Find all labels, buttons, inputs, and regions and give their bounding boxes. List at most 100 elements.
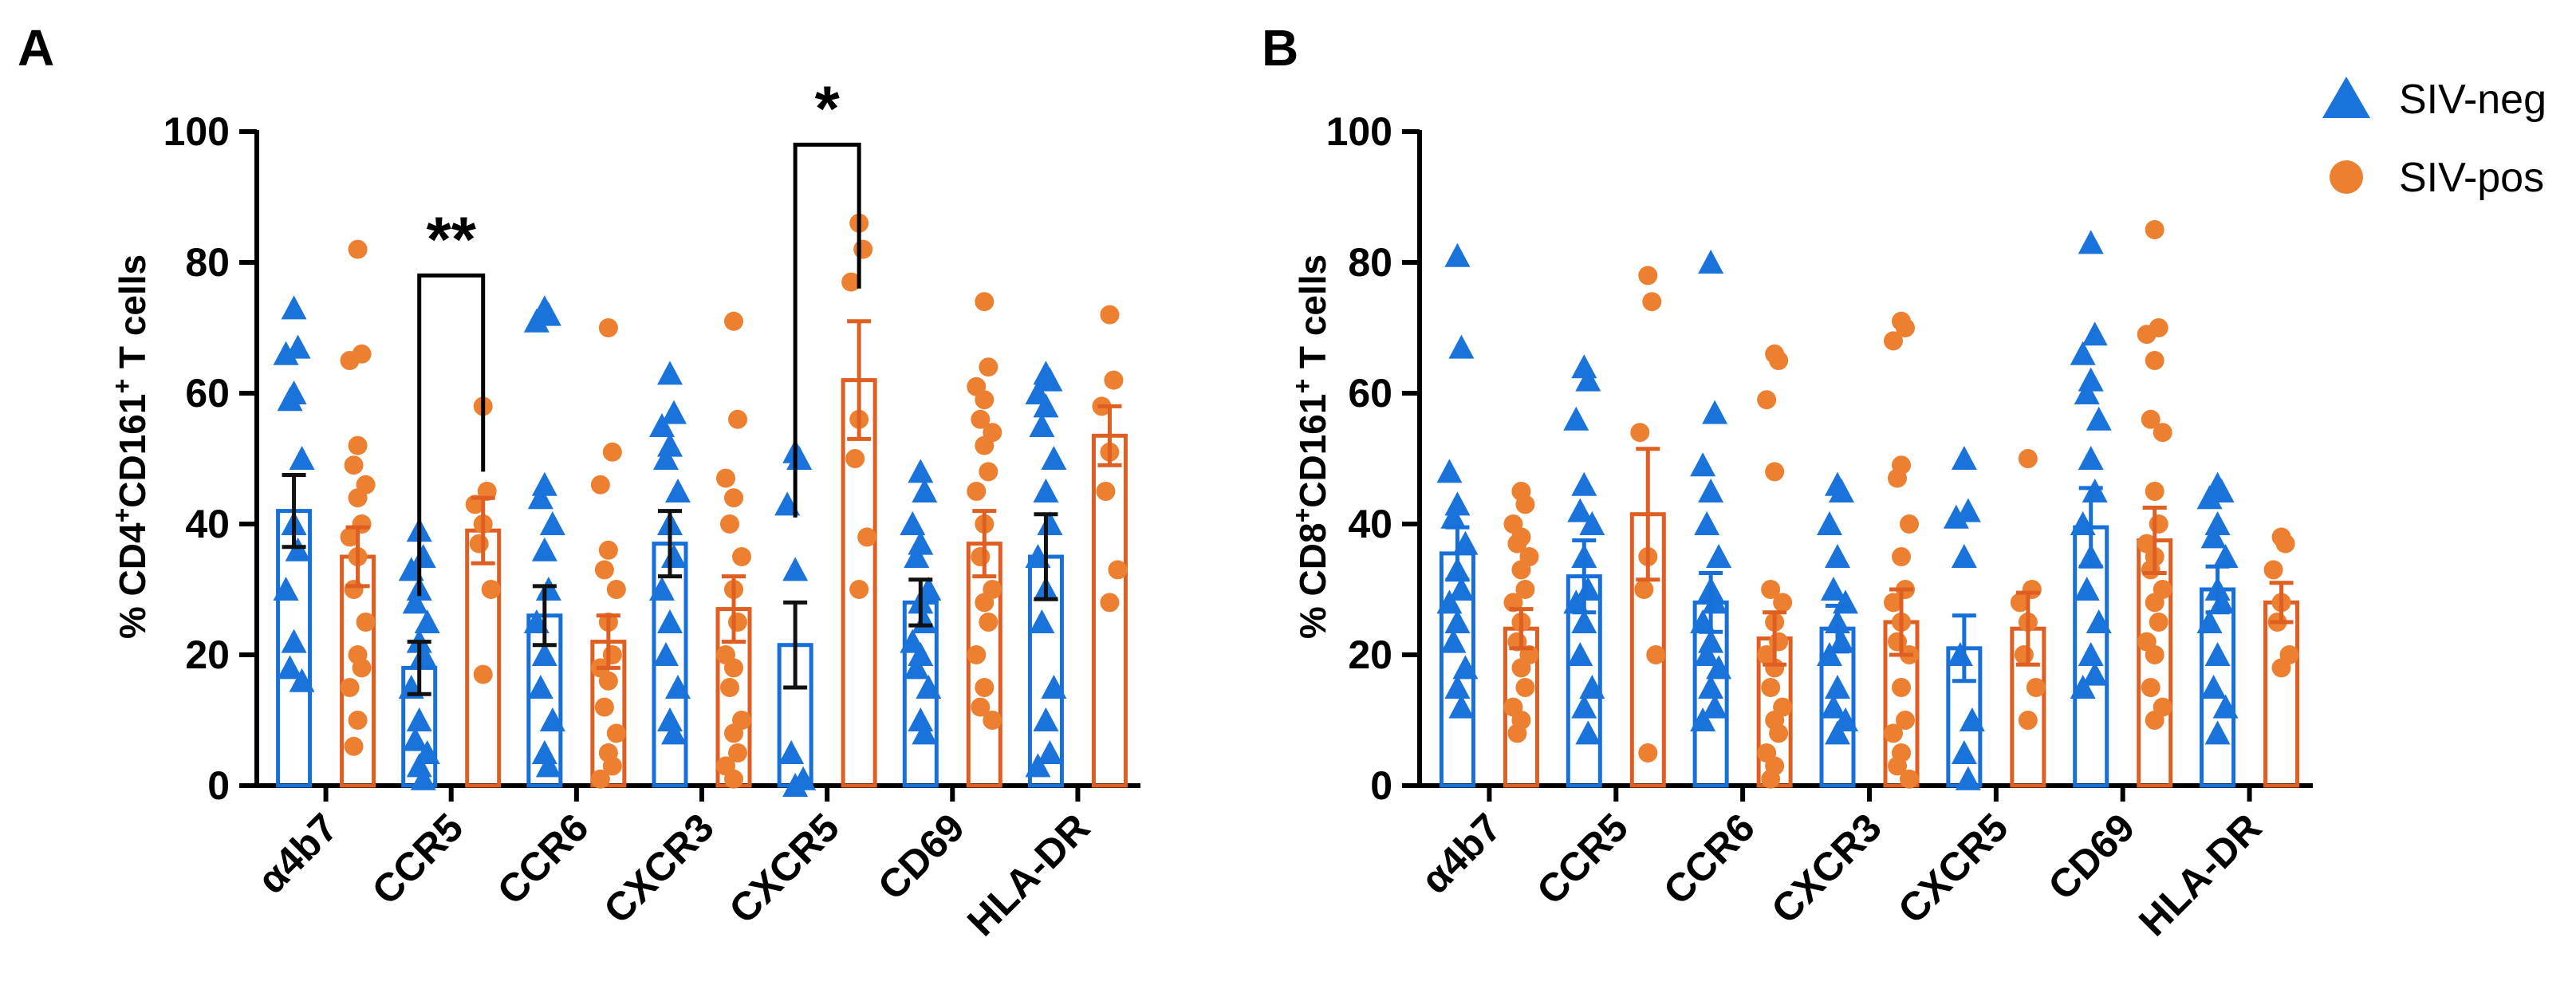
data-point-triangle xyxy=(1579,511,1605,535)
data-point-triangle xyxy=(2212,544,2239,568)
data-point-circle xyxy=(983,711,1002,730)
data-point-circle xyxy=(348,711,368,730)
data-point-circle xyxy=(2141,560,2160,580)
data-point-triangle xyxy=(1567,498,1593,522)
data-point-triangle xyxy=(653,642,679,666)
data-point-triangle xyxy=(531,642,557,666)
data-point-circle xyxy=(975,678,995,697)
data-point-circle xyxy=(1100,593,1120,613)
data-point-triangle xyxy=(2078,230,2104,254)
data-point-triangle xyxy=(1029,413,1055,437)
data-point-circle xyxy=(841,272,861,292)
data-point-triangle xyxy=(2082,479,2108,502)
data-point-triangle xyxy=(1571,694,1597,719)
data-point-triangle xyxy=(2086,406,2112,431)
x-category-label: HLA-DR xyxy=(959,805,1098,944)
data-point-triangle xyxy=(1825,675,1850,699)
data-point-circle xyxy=(1638,743,1658,762)
y-tick-label: 0 xyxy=(207,763,230,808)
data-point-circle xyxy=(1104,370,1124,390)
data-point-circle xyxy=(1884,331,1903,351)
data-point-circle xyxy=(1761,769,1781,789)
data-point-triangle xyxy=(1702,694,1728,719)
bar-pos xyxy=(465,528,502,788)
data-point-circle xyxy=(1892,678,1911,697)
data-point-circle xyxy=(2263,560,2283,580)
data-point-triangle xyxy=(402,727,428,751)
data-point-circle xyxy=(2145,482,2164,501)
data-point-triangle xyxy=(1694,511,1720,535)
data-point-triangle xyxy=(1821,694,1846,719)
data-point-circle xyxy=(1900,514,1919,534)
data-point-triangle xyxy=(410,766,436,790)
data-point-triangle xyxy=(1829,628,1854,653)
data-point-circle xyxy=(716,468,735,488)
data-point-circle xyxy=(732,547,751,566)
y-tick-label: 80 xyxy=(1348,240,1392,285)
data-point-triangle xyxy=(782,557,809,581)
data-point-triangle xyxy=(1037,367,1063,392)
data-point-triangle xyxy=(1440,628,1467,653)
data-point-triangle xyxy=(410,544,436,568)
data-point-circle xyxy=(1511,658,1531,678)
y-axis-title-part: + xyxy=(108,379,136,394)
data-point-circle xyxy=(594,697,614,717)
y-tick-label: 20 xyxy=(1348,632,1392,677)
data-point-circle xyxy=(2271,658,2291,678)
panel-b-bars xyxy=(1439,512,2300,788)
data-point-circle xyxy=(598,318,618,337)
data-point-triangle xyxy=(1825,544,1850,568)
data-point-circle xyxy=(2141,409,2160,429)
data-point-circle xyxy=(967,645,987,664)
data-point-circle xyxy=(481,580,501,599)
data-point-triangle xyxy=(1033,393,1059,418)
data-point-triangle xyxy=(1041,446,1067,470)
data-point-triangle xyxy=(1821,577,1846,601)
data-point-triangle xyxy=(1706,655,1732,680)
data-point-triangle xyxy=(1955,766,1981,790)
data-point-triangle xyxy=(2086,609,2112,633)
data-point-circle xyxy=(1896,318,1915,337)
data-point-triangle xyxy=(2082,321,2108,346)
data-point-circle xyxy=(1892,547,1911,566)
data-point-circle xyxy=(1773,593,1793,613)
legend-label-siv-neg: SIV-neg xyxy=(2399,77,2546,123)
data-point-triangle xyxy=(1452,655,1479,680)
data-point-circle xyxy=(340,678,360,697)
data-point-circle xyxy=(1769,351,1789,370)
data-point-triangle xyxy=(2200,675,2227,699)
data-point-triangle xyxy=(1690,452,1716,477)
y-tick-label: 0 xyxy=(1370,763,1392,808)
x-category-label: CCR6 xyxy=(1655,805,1763,913)
data-point-circle xyxy=(2141,678,2160,697)
data-point-triangle xyxy=(2078,367,2104,392)
data-point-circle xyxy=(356,613,376,632)
data-point-triangle xyxy=(2082,661,2108,686)
data-point-circle xyxy=(1100,305,1120,325)
panel-b-points xyxy=(1436,220,2299,790)
data-point-circle xyxy=(845,449,865,468)
data-point-triangle xyxy=(1444,491,1471,516)
data-point-triangle xyxy=(649,577,675,601)
data-point-circle xyxy=(1515,494,1535,514)
y-tick-label: 80 xyxy=(185,240,230,285)
legend-triangle-marker xyxy=(2322,77,2370,118)
data-point-circle xyxy=(728,743,747,762)
data-point-triangle xyxy=(1444,609,1471,633)
y-axis-title-part: + xyxy=(108,508,136,523)
data-point-triangle xyxy=(1706,544,1732,568)
data-point-triangle xyxy=(1702,400,1728,424)
data-point-triangle xyxy=(1575,367,1601,392)
data-point-triangle xyxy=(782,773,809,797)
data-point-circle xyxy=(606,580,626,599)
data-point-triangle xyxy=(285,537,311,561)
data-point-circle xyxy=(606,723,626,743)
data-point-triangle xyxy=(1817,642,1842,666)
panel-b-letter: B xyxy=(1262,19,1298,77)
data-point-circle xyxy=(1884,593,1903,613)
x-category-label: CD69 xyxy=(2039,805,2143,908)
y-tick-label: 60 xyxy=(1348,371,1392,416)
data-point-triangle xyxy=(1575,577,1601,601)
data-point-triangle xyxy=(2078,446,2104,470)
data-point-circle xyxy=(857,527,877,547)
